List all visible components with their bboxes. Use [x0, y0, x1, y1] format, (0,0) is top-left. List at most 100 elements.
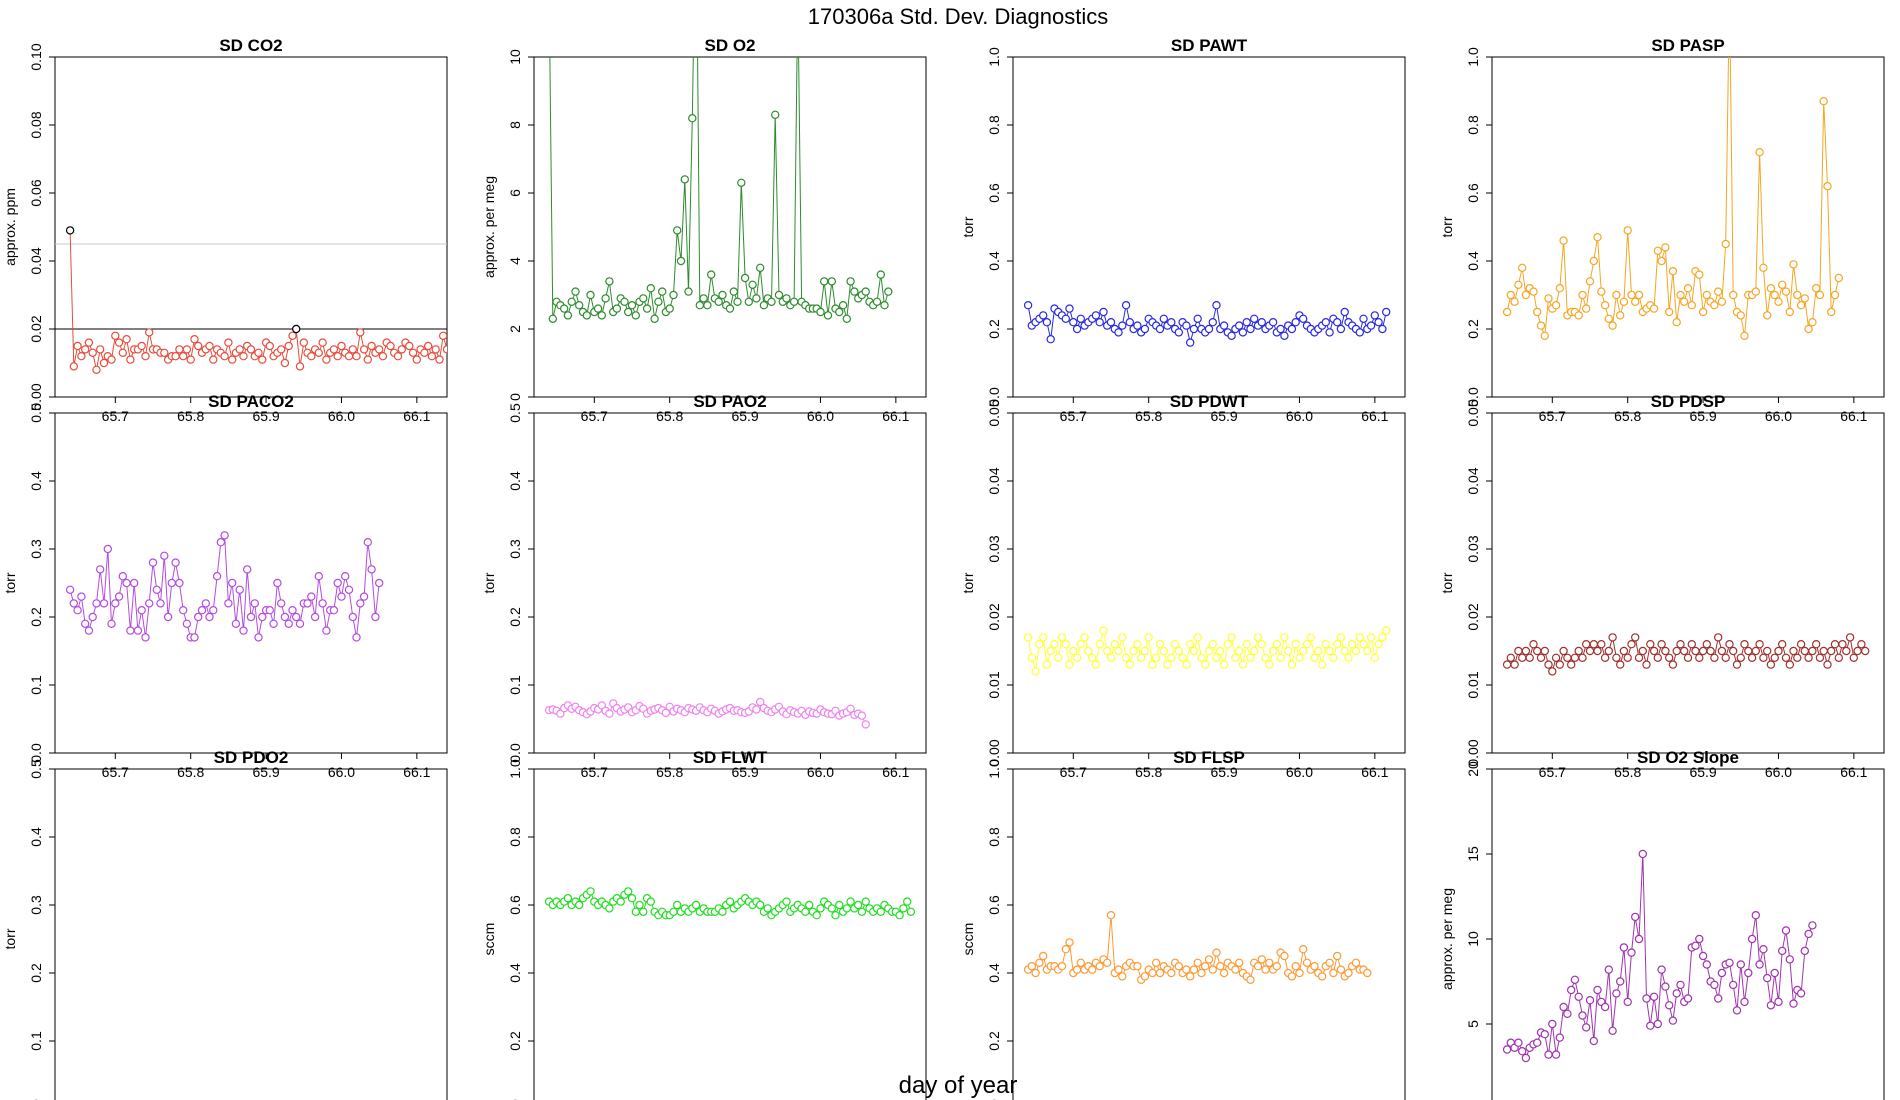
data-point [1155, 968, 1165, 978]
panel-sd-pasp: SD PASP torr 0.0 0.2 0.4 0.6 0.8 1.0 65.7 65.8 65.… [1439, 36, 1885, 424]
data-point [1649, 992, 1659, 1002]
data-point [1249, 646, 1259, 656]
data-point [1027, 962, 1037, 971]
y-tick-label: 0.03 [1465, 535, 1481, 562]
data-point [209, 355, 218, 364]
data-point [1657, 640, 1666, 649]
data-point [1295, 653, 1304, 663]
data-point [1604, 965, 1614, 974]
data-point [1574, 311, 1583, 320]
y-tick-label: 0.4 [1465, 251, 1481, 271]
data-point [688, 113, 697, 123]
y-tick-label: 0.4 [507, 963, 523, 983]
data-point [831, 911, 840, 920]
x-tick-label: 65.8 [656, 764, 683, 780]
data-point [186, 355, 195, 364]
data-point [1189, 646, 1199, 656]
data-point [1314, 646, 1323, 656]
data-point [1336, 965, 1346, 974]
data-point [1265, 660, 1274, 669]
data-point [344, 352, 354, 361]
data-point [1185, 640, 1195, 649]
y-tick-label: 0.0 [28, 743, 44, 763]
data-point [1646, 640, 1655, 649]
data-point [337, 592, 346, 601]
y-tick-label: 0.8 [1465, 115, 1481, 135]
data-point [307, 352, 316, 361]
y-tick-label: 0.0 [986, 387, 1002, 407]
data-point [1774, 297, 1783, 306]
x-tick-label: 66.1 [403, 408, 430, 424]
data-point [397, 345, 406, 354]
data-point [827, 277, 837, 286]
data-point [567, 297, 576, 306]
data-point [1200, 660, 1210, 669]
y-tick-label: 0.01 [986, 671, 1002, 698]
data-point [393, 352, 403, 361]
data-point [1148, 660, 1157, 669]
data-point [224, 338, 233, 347]
data-point [1593, 646, 1602, 656]
data-point [73, 341, 82, 351]
data-point [1347, 640, 1357, 649]
data-point [1223, 640, 1233, 649]
data-point [295, 619, 305, 629]
data-point [1672, 318, 1681, 327]
y-tick-label: 0.2 [507, 607, 523, 627]
data-point [201, 599, 210, 608]
data-point [1642, 994, 1651, 1003]
data-point [310, 612, 320, 622]
data-point [182, 345, 192, 354]
data-point [1623, 653, 1632, 663]
data-point [280, 358, 290, 368]
data-point [1374, 318, 1383, 327]
data-point [575, 900, 584, 910]
data-point [1151, 653, 1161, 663]
plot-frame [1491, 768, 1885, 1100]
data-point [624, 887, 633, 896]
data-point [1381, 307, 1391, 317]
data-point [1310, 962, 1319, 971]
data-point [1268, 646, 1278, 656]
data-point [1118, 321, 1127, 330]
x-tick-label: 66.0 [1765, 764, 1792, 780]
data-point [1600, 301, 1610, 310]
data-point [152, 585, 161, 595]
data-point [307, 592, 316, 601]
data-point [1736, 653, 1746, 663]
data-point [1185, 972, 1195, 981]
data-point [1140, 646, 1150, 656]
y-tick-label: 20 [1465, 761, 1481, 777]
data-point [1378, 324, 1387, 334]
data-point [1227, 331, 1236, 340]
chart-title: SD FLSP [1173, 748, 1245, 767]
y-axis-label: approx. per meg [1439, 888, 1455, 990]
data-point [1777, 640, 1787, 649]
data-point [88, 612, 97, 622]
data-point [1702, 290, 1712, 300]
data-point [1698, 951, 1708, 961]
data-point [1683, 994, 1693, 1003]
plot-frame [1491, 56, 1885, 398]
data-point [1381, 626, 1391, 635]
data-point [639, 907, 648, 917]
data-point [459, 349, 466, 356]
data-point [167, 578, 176, 588]
data-point [1200, 962, 1210, 971]
data-point [763, 904, 772, 913]
data-point [1612, 290, 1621, 300]
chart-title: SD CO2 [219, 36, 282, 55]
panel-sd-pdsp: SD PDSP torr 0.00 0.01 0.02 0.03 0.04 0.05 65.7 6… [1439, 392, 1885, 780]
y-tick-label: 0.8 [986, 115, 1002, 135]
data-point [1510, 297, 1519, 306]
x-tick-label: 66.0 [1286, 764, 1313, 780]
data-point [1076, 958, 1086, 968]
data-point [318, 338, 327, 347]
data-point [216, 538, 225, 547]
data-point [650, 314, 659, 323]
data-point [1578, 653, 1587, 663]
data-point [265, 606, 274, 615]
data-point [1197, 653, 1206, 663]
data-point [1687, 301, 1697, 310]
data-point [1182, 660, 1191, 669]
